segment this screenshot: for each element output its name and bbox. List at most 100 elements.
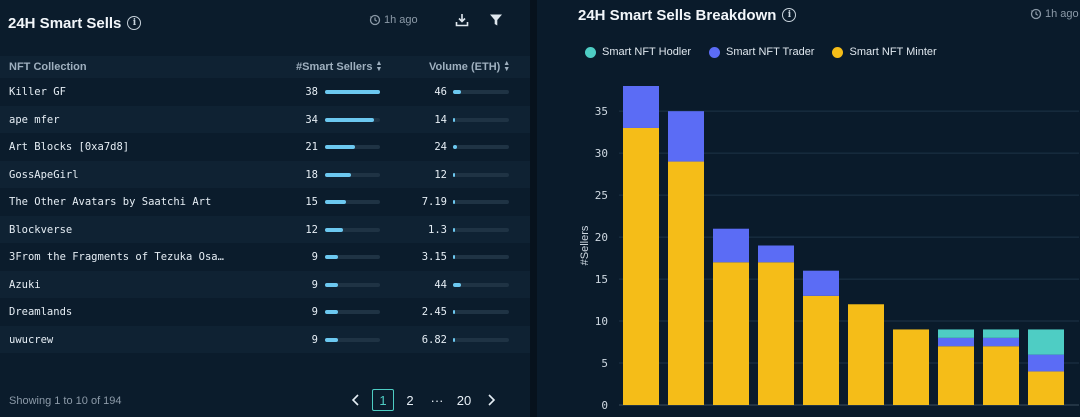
legend-swatch (832, 46, 844, 58)
bar-segment-trader[interactable] (938, 337, 974, 347)
legend-item-trader[interactable]: Smart NFT Trader (709, 46, 814, 58)
volume-bar (453, 117, 509, 122)
page-2-button[interactable]: 2 (406, 392, 414, 408)
table-row[interactable]: ape mfer 34 14 (0, 105, 530, 133)
bar-segment-trader[interactable] (623, 86, 659, 128)
bar-segment-minter[interactable] (713, 262, 749, 405)
volume-bar (453, 310, 509, 314)
bar-segment-minter[interactable] (623, 127, 659, 405)
volume-value: 3.15 (421, 251, 447, 263)
collection-name[interactable]: ape mfer (9, 113, 60, 126)
y-tick-label: 0 (601, 399, 608, 412)
table-row[interactable]: GossApeGirl 18 12 (0, 160, 530, 188)
table-row[interactable]: Azuki 9 44 (0, 270, 530, 298)
table-row[interactable]: uwucrew 9 6.82 (0, 325, 530, 353)
bar-segment-minter[interactable] (803, 295, 839, 405)
legend-label: Smart NFT Minter (849, 46, 937, 58)
collection-name[interactable]: GossApeGirl (9, 168, 79, 181)
volume-bar (453, 255, 509, 259)
filter-icon[interactable] (488, 12, 504, 28)
smart-sells-panel: 24H Smart Sells i 1h ago NFT Collection … (0, 0, 530, 417)
collection-name[interactable]: Blockverse (9, 223, 73, 236)
y-tick-label: 10 (595, 315, 608, 328)
bar-segment-minter[interactable] (668, 161, 704, 405)
legend-label: Smart NFT Trader (726, 46, 815, 58)
column-volume-label: Volume (ETH) (429, 61, 501, 73)
bar-segment-trader[interactable] (758, 245, 794, 263)
page-1-button[interactable]: 1 (372, 389, 394, 411)
smart-sellers-bar (325, 282, 380, 287)
bar-segment-trader[interactable] (668, 111, 704, 162)
volume-value: 6.82 (421, 333, 447, 346)
download-icon[interactable] (454, 12, 470, 28)
smart-sellers-bar (325, 310, 380, 314)
panel-divider (530, 0, 537, 417)
column-smart-sellers[interactable]: #Smart Sellers ▲ ▼ (296, 60, 383, 73)
bar-segment-hodler[interactable] (1028, 329, 1064, 355)
collection-name[interactable]: The Other Avatars by Saatchi Art (9, 196, 212, 208)
table-row[interactable]: The Other Avatars by Saatchi Art 15 7.19 (0, 188, 530, 216)
smart-sellers-count: 12 (305, 223, 318, 236)
stacked-bar-chart: 0 5 10 15 20 25 30 35 #Sellers (579, 86, 1079, 412)
smart-sellers-bar (325, 117, 380, 122)
table-row[interactable]: Dreamlands 9 2.45 (0, 298, 530, 326)
next-page-button[interactable] (480, 389, 502, 411)
table-row[interactable]: Blockverse 12 1.3 (0, 215, 530, 243)
bar-segment-trader[interactable] (713, 228, 749, 263)
collection-name[interactable]: 3From the Fragments of Tezuka Osa… (9, 251, 224, 263)
table-row[interactable]: Killer GF 38 46 (0, 78, 530, 106)
collection-name[interactable]: Killer GF (9, 86, 66, 98)
table-row[interactable]: Art Blocks [0xa7d8] 21 24 (0, 133, 530, 161)
breakdown-header: 24H Smart Sells Breakdown i (578, 4, 797, 26)
updated-time-label: 1h ago (384, 14, 418, 26)
pagination-summary: Showing 1 to 10 of 194 (9, 395, 122, 407)
bar-segment-hodler[interactable] (938, 329, 974, 338)
smart-sellers-count: 15 (305, 196, 318, 208)
breakdown-updated-time: 1h ago (1030, 8, 1079, 20)
y-tick-label: 5 (601, 357, 608, 370)
smart-sellers-bar (325, 337, 380, 342)
info-icon[interactable]: i (127, 16, 142, 30)
updated-time: 1h ago (369, 14, 418, 26)
bar-segment-minter[interactable] (848, 304, 884, 405)
collection-name[interactable]: Dreamlands (9, 306, 73, 318)
smart-sellers-count: 21 (305, 141, 318, 153)
y-axis-label: #Sellers (579, 225, 591, 265)
table-body: Killer GF 38 46 ape mfer 34 14 Art Blocks [0xa… (0, 78, 530, 353)
panel-header: 24H Smart Sells i (8, 10, 142, 36)
legend-item-minter[interactable]: Smart NFT Minter (832, 46, 937, 58)
volume-value: 1.3 (428, 223, 447, 236)
bar-segment-hodler[interactable] (983, 329, 1019, 338)
bar-segment-minter[interactable] (893, 329, 929, 405)
collection-name[interactable]: uwucrew (9, 333, 54, 346)
bar-segment-trader[interactable] (1028, 354, 1064, 372)
legend-label: Smart NFT Hodler (602, 46, 692, 58)
collection-name[interactable]: Art Blocks [0xa7d8] (9, 141, 130, 153)
bar-segment-minter[interactable] (1028, 371, 1064, 405)
sort-icon[interactable]: ▲ ▼ (503, 60, 511, 73)
chart-legend: Smart NFT Hodler Smart NFT Trader Smart NF… (585, 46, 937, 58)
bar-segment-minter[interactable] (938, 346, 974, 405)
prev-page-button[interactable] (345, 389, 367, 411)
bar-segment-trader[interactable] (983, 337, 1019, 347)
bar-segment-trader[interactable] (803, 270, 839, 296)
volume-bar (453, 200, 509, 204)
table-row[interactable]: 3From the Fragments of Tezuka Osa… 9 3.15 (0, 243, 530, 271)
legend-item-hodler[interactable]: Smart NFT Hodler (585, 46, 691, 58)
smart-sellers-count: 38 (305, 86, 318, 98)
info-icon[interactable]: i (782, 8, 797, 22)
bar-segment-minter[interactable] (983, 346, 1019, 405)
y-tick-label: 30 (595, 147, 608, 160)
sort-icon[interactable]: ▲ ▼ (375, 60, 383, 73)
bar-segment-minter[interactable] (758, 262, 794, 405)
pagination-ellipsis: ··· (430, 392, 444, 408)
smart-sellers-count: 9 (311, 306, 318, 318)
page-20-button[interactable]: 20 (456, 392, 472, 408)
volume-value: 2.45 (421, 306, 447, 318)
breakdown-panel: 24H Smart Sells Breakdown i 1h ago Smart… (537, 0, 1080, 417)
smart-sellers-bar (325, 90, 380, 94)
column-volume[interactable]: Volume (ETH) ▲ ▼ (429, 60, 511, 73)
collection-name[interactable]: Azuki (9, 278, 41, 291)
smart-sellers-count: 9 (311, 278, 318, 291)
smart-sellers-bar (325, 227, 380, 232)
